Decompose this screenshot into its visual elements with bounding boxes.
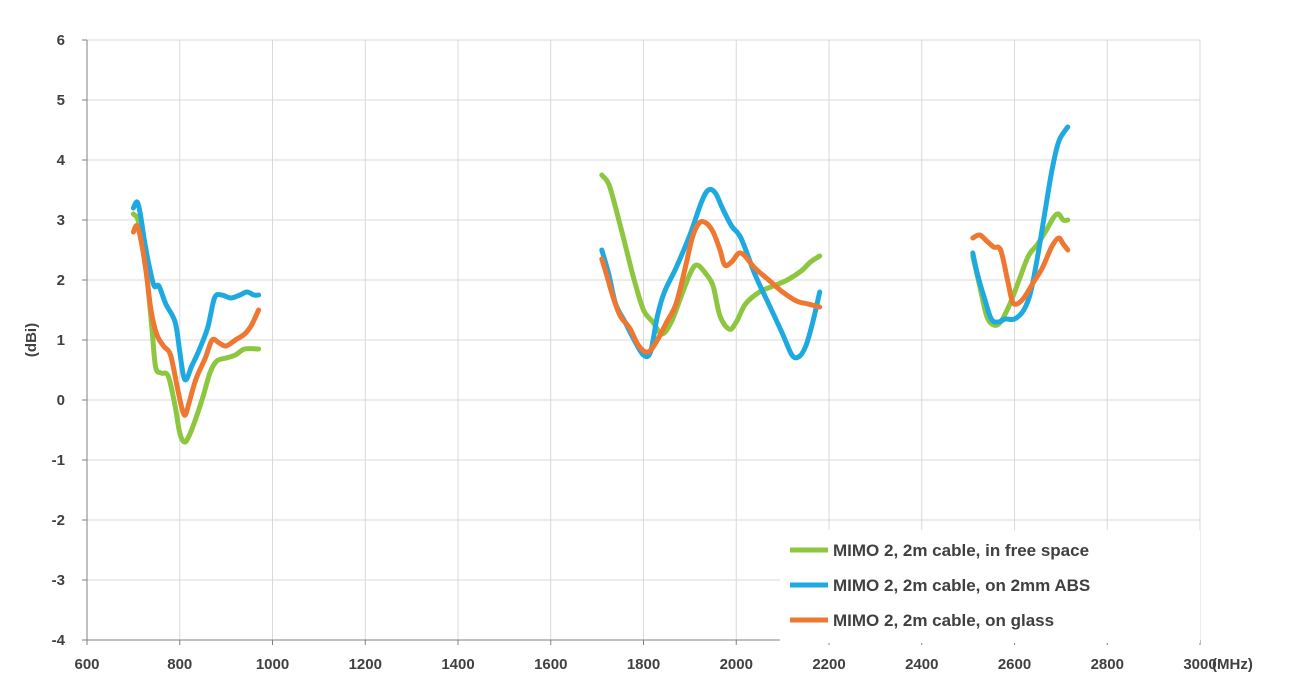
series-glass bbox=[130, 219, 1071, 418]
y-tick-label: 6 bbox=[57, 32, 65, 49]
series-abs bbox=[130, 124, 1071, 383]
series-free-space-line-band-1 bbox=[130, 211, 262, 445]
y-tick-label: -1 bbox=[52, 452, 65, 469]
series-abs-line-band-1 bbox=[130, 199, 262, 383]
x-tick-label: 2800 bbox=[1091, 656, 1124, 673]
y-tick-label: -3 bbox=[52, 572, 65, 589]
y-tick-label: 0 bbox=[57, 392, 65, 409]
y-tick-label: 1 bbox=[57, 332, 65, 349]
series-glass-line-band-2 bbox=[599, 219, 823, 355]
series-abs-line-band-3 bbox=[970, 124, 1071, 325]
series-glass-line-band-1 bbox=[130, 223, 262, 418]
y-tick-label: -4 bbox=[52, 632, 66, 649]
series-free-space-line-band-2 bbox=[599, 172, 823, 337]
x-tick-label: 2200 bbox=[812, 656, 845, 673]
series-glass-line-band-3 bbox=[970, 232, 1071, 307]
legend-box bbox=[780, 530, 1200, 643]
y-tick-label: -2 bbox=[52, 512, 65, 529]
x-tick-label: 2000 bbox=[720, 656, 753, 673]
series-free-space bbox=[130, 172, 1071, 445]
legend-label-glass: MIMO 2, 2m cable, on glass bbox=[833, 611, 1054, 630]
legend: MIMO 2, 2m cable, in free space MIMO 2, 2… bbox=[780, 530, 1200, 643]
y-tick-label: 5 bbox=[57, 92, 65, 109]
series-lines bbox=[130, 124, 1071, 445]
x-axis-label: (MHz) bbox=[1212, 656, 1253, 673]
x-tick-label: 1400 bbox=[441, 656, 474, 673]
x-tick-label: 1200 bbox=[349, 656, 382, 673]
y-tick-label: 3 bbox=[57, 212, 65, 229]
series-free-space-line-band-3 bbox=[970, 211, 1071, 328]
x-tick-label: 3000 bbox=[1183, 656, 1216, 673]
x-tick-label: 2400 bbox=[905, 656, 938, 673]
x-tick-label: 1000 bbox=[256, 656, 289, 673]
x-tick-label: 600 bbox=[74, 656, 99, 673]
x-tick-label: 800 bbox=[167, 656, 192, 673]
legend-label-abs: MIMO 2, 2m cable, on 2mm ABS bbox=[833, 576, 1090, 595]
x-tick-label: 1600 bbox=[534, 656, 567, 673]
y-tick-label: 4 bbox=[57, 152, 66, 169]
y-tick-label: 2 bbox=[57, 272, 65, 289]
x-tick-label: 2600 bbox=[998, 656, 1031, 673]
tick-labels: -4 -3 -2 -1 0 1 2 3 4 5 6 600 800 1000 1200 1400 1600 180… bbox=[52, 32, 1217, 673]
y-axis-label: (dBi) bbox=[23, 323, 40, 357]
legend-label-free-space: MIMO 2, 2m cable, in free space bbox=[833, 541, 1089, 560]
x-tick-label: 1800 bbox=[627, 656, 660, 673]
